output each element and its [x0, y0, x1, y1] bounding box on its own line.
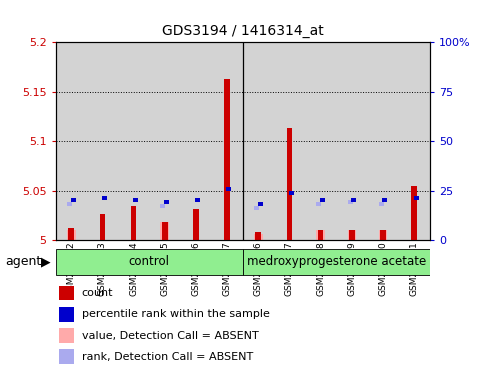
Bar — [71, 199, 75, 202]
Bar — [67, 230, 75, 240]
Bar — [160, 222, 169, 240]
Bar — [289, 190, 294, 195]
Text: count: count — [82, 288, 113, 298]
Bar — [131, 206, 136, 240]
Bar — [67, 202, 72, 206]
Bar — [348, 230, 356, 240]
Bar — [164, 200, 169, 204]
Bar — [316, 202, 321, 206]
Bar — [68, 228, 74, 240]
Bar — [380, 230, 386, 240]
Bar — [413, 197, 419, 200]
Text: ▶: ▶ — [41, 255, 51, 268]
Bar — [383, 199, 387, 202]
Bar — [254, 206, 259, 210]
Bar — [348, 200, 353, 204]
Bar — [379, 230, 387, 240]
Text: medroxyprogesterone acetate: medroxyprogesterone acetate — [247, 255, 426, 268]
Bar — [349, 230, 355, 240]
Bar — [99, 214, 105, 240]
Bar — [59, 328, 74, 343]
Bar — [318, 230, 324, 240]
Text: rank, Detection Call = ABSENT: rank, Detection Call = ABSENT — [82, 352, 253, 362]
Bar — [133, 199, 138, 202]
Bar — [195, 199, 200, 202]
Bar — [56, 249, 242, 275]
Bar — [59, 307, 74, 322]
Text: agent: agent — [5, 255, 41, 268]
Text: control: control — [128, 255, 170, 268]
Bar — [160, 204, 165, 209]
Bar — [224, 79, 230, 240]
Bar — [254, 234, 263, 240]
Text: value, Detection Call = ABSENT: value, Detection Call = ABSENT — [82, 331, 258, 341]
Bar — [193, 209, 199, 240]
Bar — [227, 187, 231, 190]
Bar — [287, 128, 292, 240]
Bar — [320, 199, 325, 202]
Bar — [59, 349, 74, 364]
Bar — [351, 199, 356, 202]
Bar — [102, 197, 107, 200]
Bar — [412, 185, 417, 240]
Bar — [257, 202, 263, 206]
Bar — [256, 232, 261, 240]
Text: percentile rank within the sample: percentile rank within the sample — [82, 310, 270, 319]
Bar — [59, 286, 74, 300]
Title: GDS3194 / 1416314_at: GDS3194 / 1416314_at — [162, 25, 324, 38]
Bar — [379, 202, 384, 206]
Bar — [316, 230, 325, 240]
Bar — [162, 222, 168, 240]
Bar — [242, 249, 430, 275]
